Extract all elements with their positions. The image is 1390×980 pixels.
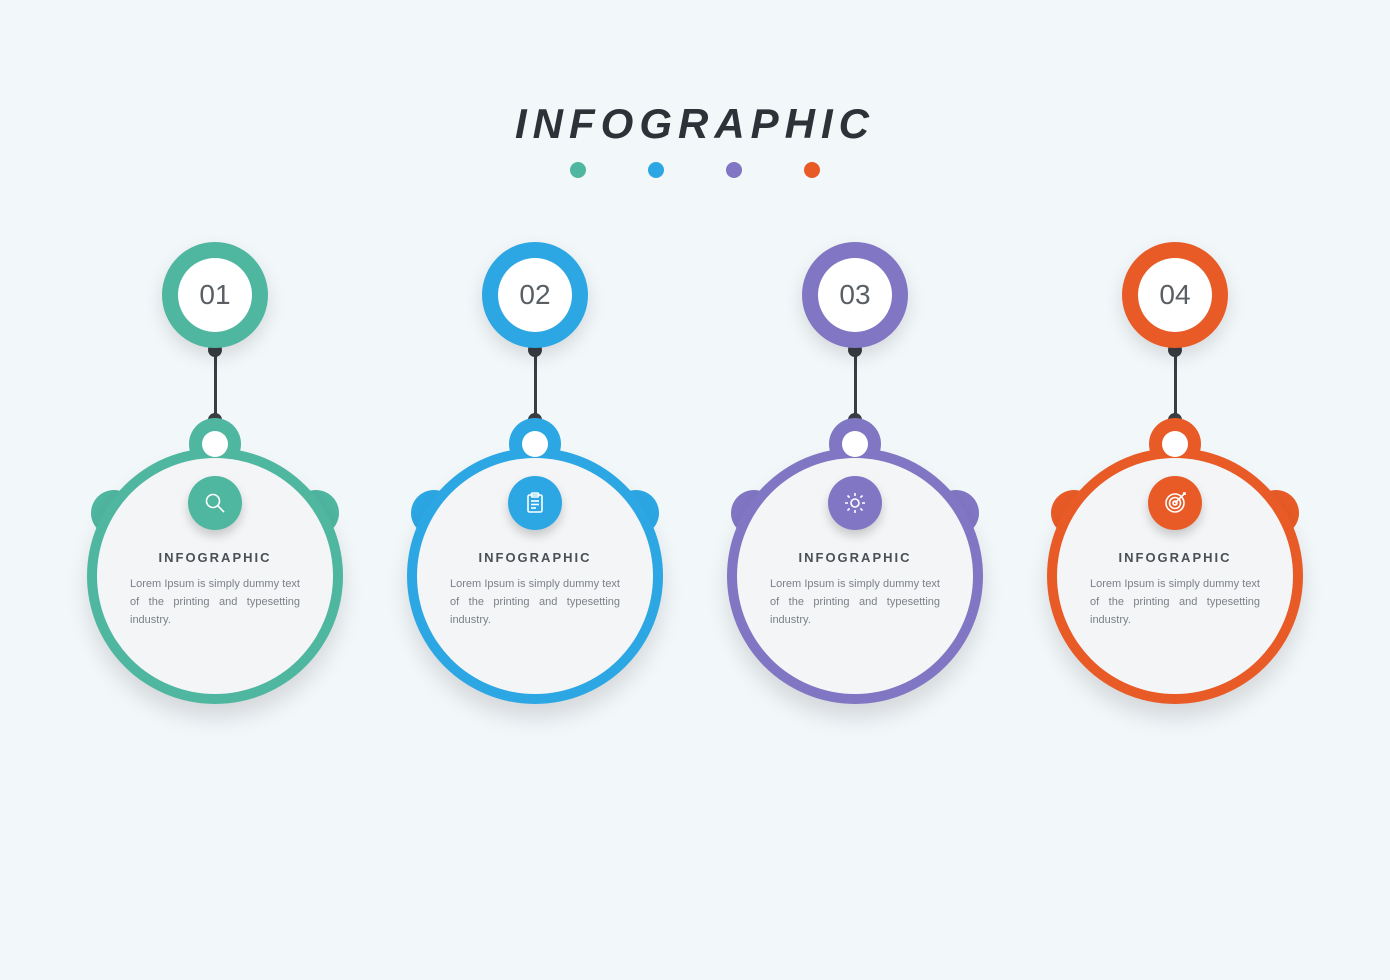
color-dot: [804, 162, 820, 178]
infographic-canvas: INFOGRAPHIC 01 INFOGRAPHIC Lorem Ipsum i…: [0, 0, 1390, 980]
clipboard-icon: [508, 476, 562, 530]
step-number-badge: 02: [482, 242, 588, 348]
step-content: INFOGRAPHIC Lorem Ipsum is simply dummy …: [417, 458, 653, 694]
step-body-wrap: INFOGRAPHIC Lorem Ipsum is simply dummy …: [85, 418, 345, 718]
page-title: INFOGRAPHIC: [515, 100, 875, 148]
step-connector: [1174, 348, 1177, 422]
step-number-badge: 03: [802, 242, 908, 348]
color-dot: [726, 162, 742, 178]
step-number: 01: [178, 258, 252, 332]
step-number-badge: 04: [1122, 242, 1228, 348]
step-number-badge: 01: [162, 242, 268, 348]
step-body-wrap: INFOGRAPHIC Lorem Ipsum is simply dummy …: [1045, 418, 1305, 718]
search-icon: [188, 476, 242, 530]
step-number: 04: [1138, 258, 1212, 332]
step-connector: [214, 348, 217, 422]
step-1: 01 INFOGRAPHIC Lorem Ipsum is simply dum…: [85, 242, 345, 718]
step-number: 03: [818, 258, 892, 332]
step-body-text: Lorem Ipsum is simply dummy text of the …: [130, 575, 300, 629]
color-dot: [570, 162, 586, 178]
step-heading: INFOGRAPHIC: [1119, 550, 1232, 565]
step-body-text: Lorem Ipsum is simply dummy text of the …: [1090, 575, 1260, 629]
step-2: 02 INFOGRAPHIC Lorem Ipsum is simply dum…: [405, 242, 665, 718]
step-4: 04 INFOGRAPHIC Lorem Ipsum is simply dum…: [1045, 242, 1305, 718]
step-body-text: Lorem Ipsum is simply dummy text of the …: [450, 575, 620, 629]
color-dot: [648, 162, 664, 178]
step-content: INFOGRAPHIC Lorem Ipsum is simply dummy …: [97, 458, 333, 694]
step-content: INFOGRAPHIC Lorem Ipsum is simply dummy …: [1057, 458, 1293, 694]
step-heading: INFOGRAPHIC: [159, 550, 272, 565]
step-heading: INFOGRAPHIC: [799, 550, 912, 565]
steps-row: 01 INFOGRAPHIC Lorem Ipsum is simply dum…: [85, 242, 1305, 718]
color-dots-row: [570, 162, 820, 178]
step-connector: [854, 348, 857, 422]
step-heading: INFOGRAPHIC: [479, 550, 592, 565]
step-number: 02: [498, 258, 572, 332]
step-content: INFOGRAPHIC Lorem Ipsum is simply dummy …: [737, 458, 973, 694]
step-body-wrap: INFOGRAPHIC Lorem Ipsum is simply dummy …: [405, 418, 665, 718]
step-body-text: Lorem Ipsum is simply dummy text of the …: [770, 575, 940, 629]
step-connector: [534, 348, 537, 422]
step-3: 03 INFOGRAPHIC Lorem Ipsum is simply dum…: [725, 242, 985, 718]
step-body-wrap: INFOGRAPHIC Lorem Ipsum is simply dummy …: [725, 418, 985, 718]
target-icon: [1148, 476, 1202, 530]
gear-icon: [828, 476, 882, 530]
